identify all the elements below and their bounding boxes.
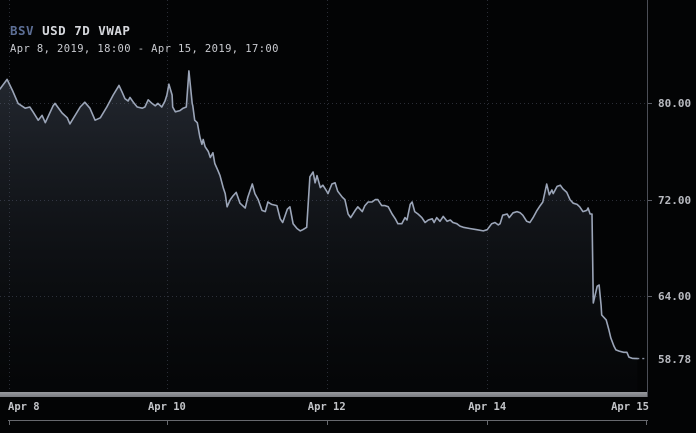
- time-tick-label: Apr 14: [468, 401, 507, 413]
- price-axis-tick: [648, 103, 652, 104]
- price-tick-label: 64.00: [658, 289, 692, 303]
- time-tick-label: Apr 15: [611, 401, 649, 413]
- time-tick-label: Apr 10: [147, 401, 186, 413]
- date-range-label: Apr 8, 2019, 18:00 - Apr 15, 2019, 17:00: [10, 43, 279, 55]
- symbol-description: USD 7D VWAP: [42, 23, 131, 38]
- bottom-scale-tick: [487, 420, 488, 425]
- bottom-scale-tick: [327, 420, 328, 425]
- bottom-scale-line[interactable]: [8, 420, 648, 421]
- series-line: [0, 70, 639, 360]
- chart-title: BSV USD 7D VWAP: [10, 24, 279, 38]
- time-axis[interactable]: Apr 8 Apr 10 Apr 12 Apr 14 Apr 15: [0, 397, 696, 433]
- symbol-label[interactable]: BSV: [10, 23, 35, 38]
- chart-plot-area[interactable]: BSV USD 7D VWAP Apr 8, 2019, 18:00 - Apr…: [0, 0, 647, 392]
- price-tick-label: 72.00: [658, 193, 692, 207]
- bottom-scale-tick: [646, 420, 647, 425]
- pane-separator[interactable]: [0, 392, 647, 397]
- price-tick-label: 80.00: [658, 97, 692, 111]
- bottom-scale-tick: [9, 420, 10, 425]
- last-price-label: 58.78: [658, 352, 692, 366]
- price-axis-tick: [648, 200, 652, 201]
- chart-canvas[interactable]: [0, 0, 647, 392]
- chart-legend: BSV USD 7D VWAP Apr 8, 2019, 18:00 - Apr…: [10, 24, 279, 56]
- series-area-fill: [0, 70, 638, 392]
- bottom-scale-tick: [167, 420, 168, 425]
- time-tick-label: Apr 12: [307, 401, 346, 413]
- time-tick-label: Apr 8: [8, 401, 40, 413]
- price-axis-tick: [648, 296, 652, 297]
- price-axis[interactable]: 80.00 72.00 64.00 58.78: [647, 0, 696, 397]
